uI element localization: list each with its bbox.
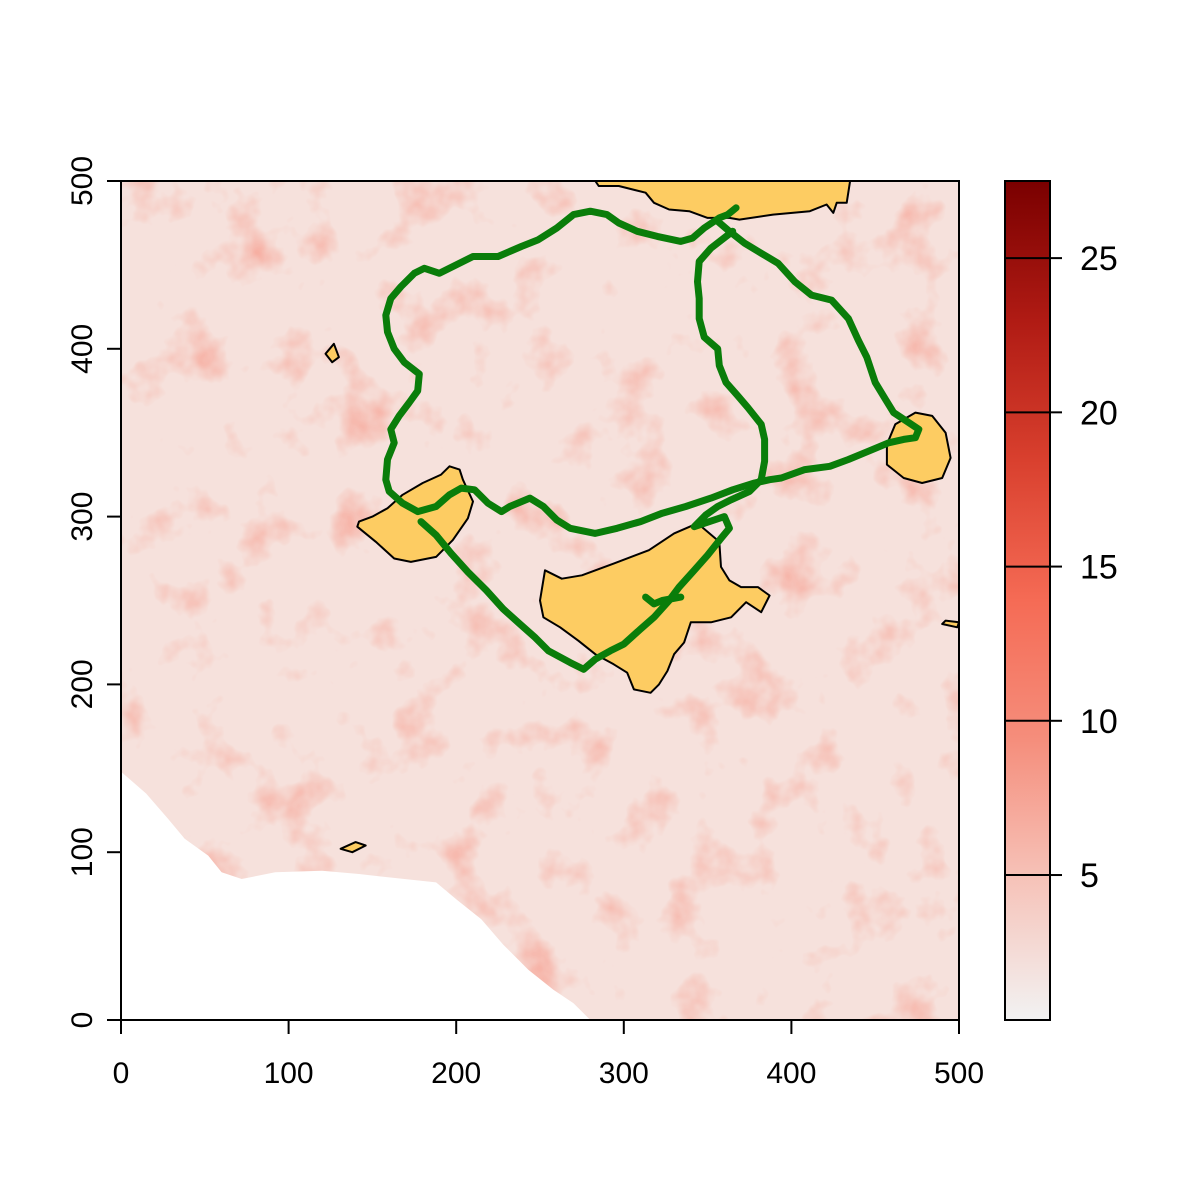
patch-small-1 <box>324 342 340 364</box>
y-tick-label: 300 <box>66 492 99 542</box>
y-tick-label: 100 <box>66 827 99 877</box>
patch-small-3 <box>941 619 959 629</box>
route-outer <box>382 204 923 537</box>
patch-top <box>594 181 852 221</box>
patch-small-2 <box>339 841 367 854</box>
colorbar-gradient <box>1004 180 1051 1021</box>
y-tick-label: 500 <box>66 156 99 206</box>
colorbar: 5 10 15 20 25 <box>1004 180 1118 1021</box>
nodata-region <box>121 771 591 1020</box>
x-tick-label: 300 <box>599 1057 649 1090</box>
y-axis: 0 100 200 300 400 500 <box>66 156 122 1029</box>
colorbar-tick-label: 5 <box>1080 857 1099 895</box>
y-tick-label: 400 <box>66 324 99 374</box>
colorbar-tick-label: 25 <box>1080 240 1118 278</box>
route-tail <box>642 593 685 608</box>
colorbar-ticks: 5 10 15 20 25 <box>1005 240 1118 895</box>
route-inner <box>417 227 769 673</box>
colorbar-tick-label: 20 <box>1080 394 1118 432</box>
x-axis: 0 100 200 300 400 500 <box>113 1019 984 1090</box>
colorbar-tick-label: 10 <box>1080 703 1118 741</box>
y-tick-label: 200 <box>66 659 99 709</box>
patch-east <box>885 411 952 484</box>
x-tick-label: 400 <box>766 1057 816 1090</box>
x-tick-label: 500 <box>934 1057 984 1090</box>
patch-layer <box>324 181 959 854</box>
x-tick-label: 100 <box>264 1057 314 1090</box>
colorbar-tick-label: 15 <box>1080 549 1118 587</box>
x-tick-label: 0 <box>113 1057 130 1090</box>
x-tick-label: 200 <box>431 1057 481 1090</box>
y-tick-label: 0 <box>66 1012 99 1029</box>
route-layer <box>382 204 923 673</box>
